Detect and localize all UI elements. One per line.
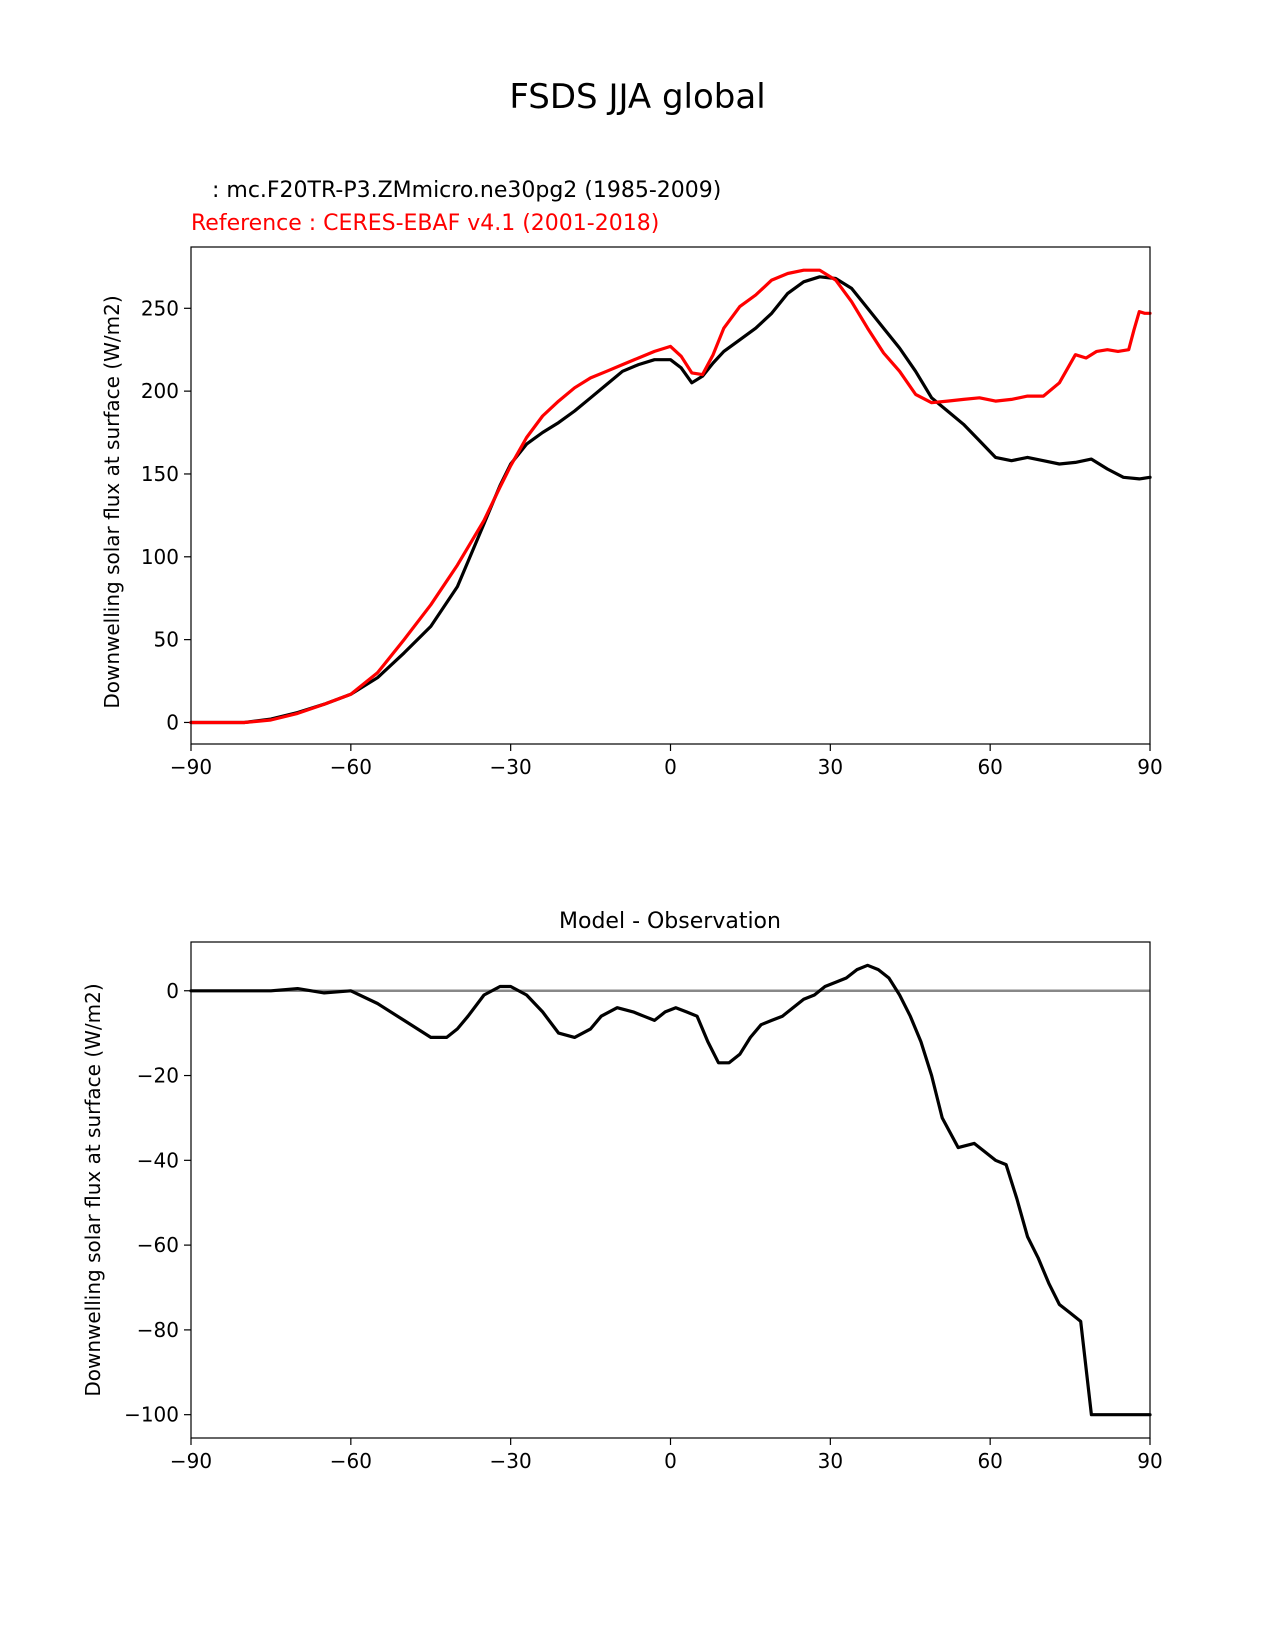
top-x-tick-label: −90	[170, 755, 212, 779]
bottom-x-tick-label: 30	[818, 1449, 843, 1473]
bottom-y-axis-label: Downwelling solar flux at surface (W/m2)	[81, 983, 105, 1396]
top-x-tick-label: −60	[330, 755, 372, 779]
top-plot-frame	[190, 246, 1151, 745]
top-y-tick-label: 250	[141, 296, 179, 320]
top-y-tick-label: 200	[141, 379, 179, 403]
bottom-x-tick-label: 0	[664, 1449, 677, 1473]
bottom-y-tick-label: 0	[166, 979, 179, 1003]
top-y-axis-label: Downwelling solar flux at surface (W/m2)	[100, 295, 124, 708]
top-series-line-model	[189, 275, 1152, 725]
bottom-x-tick-label: −30	[490, 1449, 532, 1473]
bottom-panel: Model - Observation Downwelling solar fl…	[81, 909, 1163, 1473]
bottom-plot-frame	[190, 941, 1151, 1439]
bottom-y-tick-label: −80	[137, 1318, 179, 1342]
bottom-x-tick-label: −90	[170, 1449, 212, 1473]
top-x-tick-label: 0	[664, 755, 677, 779]
bottom-y-tick-label: −20	[137, 1064, 179, 1088]
bottom-series-line-model	[189, 963, 1152, 1417]
top-y-tick-label: 100	[141, 545, 179, 569]
figure-title: FSDS JJA global	[509, 77, 765, 117]
top-y-tick-label: 50	[154, 628, 179, 652]
top-series-lines	[189, 268, 1152, 725]
bottom-y-tick-label: −100	[124, 1403, 179, 1427]
bottom-x-tick-label: 60	[977, 1449, 1002, 1473]
top-x-tick-label: 30	[818, 755, 843, 779]
top-series-line-reference	[189, 268, 1152, 725]
top-y-tick-label: 0	[166, 710, 179, 734]
top-panel: Downwelling solar flux at surface (W/m2)…	[100, 246, 1163, 779]
test-case-label: : mc.F20TR-P3.ZMmicro.ne30pg2 (1985-2009…	[191, 178, 721, 203]
bottom-x-tick-label: −60	[330, 1449, 372, 1473]
top-y-tick-label: 150	[141, 462, 179, 486]
reference-label: Reference : CERES-EBAF v4.1 (2001-2018)	[191, 211, 659, 236]
top-x-tick-label: 60	[977, 755, 1002, 779]
top-x-tick-label: 90	[1137, 755, 1162, 779]
bottom-x-tick-label: 90	[1137, 1449, 1162, 1473]
top-axis-ticks: −90 −60 −30 0 30 60 90 0 50 100 150 200 250	[141, 296, 1163, 779]
bottom-axis-ticks: −90 −60 −30 0 30 60 90 0 −20 −40 −60 −80 −100	[124, 979, 1163, 1473]
bottom-series-lines	[189, 963, 1152, 1417]
bottom-y-tick-label: −60	[137, 1233, 179, 1257]
bottom-y-tick-label: −40	[137, 1148, 179, 1172]
bottom-panel-title: Model - Observation	[559, 909, 781, 934]
top-x-tick-label: −30	[490, 755, 532, 779]
